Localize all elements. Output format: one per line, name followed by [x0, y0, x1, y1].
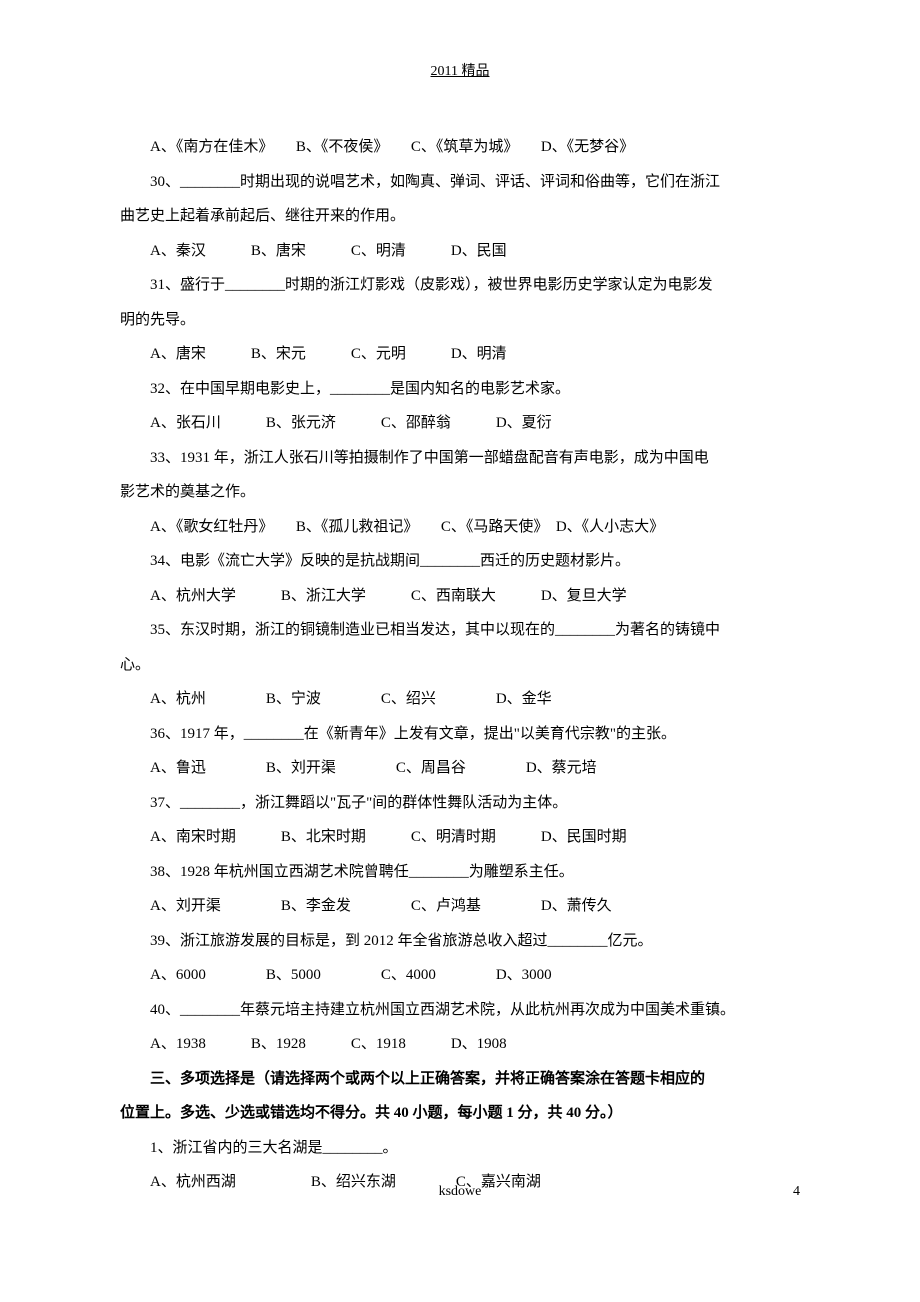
q35-options: A、杭州 B、宁波 C、绍兴 D、金华 — [120, 682, 800, 717]
q39-options: A、6000 B、5000 C、4000 D、3000 — [120, 958, 800, 993]
section3-title-line1: 三、多项选择是（请选择两个或两个以上正确答案，并将正确答案涂在答题卡相应的 — [120, 1062, 800, 1097]
q31-stem-cont: 明的先导。 — [120, 303, 800, 338]
q39-stem: 39、浙江旅游发展的目标是，到 2012 年全省旅游总收入超过________亿… — [120, 924, 800, 959]
q30-options: A、秦汉 B、唐宋 C、明清 D、民国 — [120, 234, 800, 269]
q40-stem: 40、________年蔡元培主持建立杭州国立西湖艺术院，从此杭州再次成为中国美… — [120, 993, 800, 1028]
footer-left-text: ksdowe — [120, 1184, 800, 1200]
q38-options: A、刘开渠 B、李金发 C、卢鸿基 D、萧传久 — [120, 889, 800, 924]
q30-stem: 30、________时期出现的说唱艺术，如陶真、弹词、评话、评词和俗曲等，它们… — [120, 165, 800, 200]
content-body: A、《南方在佳木》 B、《不夜侯》 C、《筑草为城》 D、《无梦谷》 30、__… — [120, 130, 800, 1200]
q29-options: A、《南方在佳木》 B、《不夜侯》 C、《筑草为城》 D、《无梦谷》 — [120, 130, 800, 165]
page: 2011 精品 A、《南方在佳木》 B、《不夜侯》 C、《筑草为城》 D、《无梦… — [0, 0, 920, 1240]
q37-options: A、南宋时期 B、北宋时期 C、明清时期 D、民国时期 — [120, 820, 800, 855]
header-text: 2011 精品 — [431, 64, 490, 79]
q32-stem: 32、在中国早期电影史上，________是国内知名的电影艺术家。 — [120, 372, 800, 407]
q33-stem: 33、1931 年，浙江人张石川等拍摄制作了中国第一部蜡盘配音有声电影，成为中国… — [120, 441, 800, 476]
q34-stem: 34、电影《流亡大学》反映的是抗战期间________西迁的历史题材影片。 — [120, 544, 800, 579]
page-header: 2011 精品 — [120, 60, 800, 80]
s3-q1-stem: 1、浙江省内的三大名湖是________。 — [120, 1131, 800, 1166]
q31-stem: 31、盛行于________时期的浙江灯影戏（皮影戏），被世界电影历史学家认定为… — [120, 268, 800, 303]
page-footer: ksdowe 4 — [0, 1184, 920, 1200]
q35-stem-cont: 心。 — [120, 648, 800, 683]
q40-options: A、1938 B、1928 C、1918 D、1908 — [120, 1027, 800, 1062]
q36-options: A、鲁迅 B、刘开渠 C、周昌谷 D、蔡元培 — [120, 751, 800, 786]
q35-stem: 35、东汉时期，浙江的铜镜制造业已相当发达，其中以现在的________为著名的… — [120, 613, 800, 648]
q37-stem: 37、________，浙江舞蹈以"瓦子"间的群体性舞队活动为主体。 — [120, 786, 800, 821]
q32-options: A、张石川 B、张元济 C、邵醉翁 D、夏衍 — [120, 406, 800, 441]
q34-options: A、杭州大学 B、浙江大学 C、西南联大 D、复旦大学 — [120, 579, 800, 614]
q30-stem-cont: 曲艺史上起着承前起后、继往开来的作用。 — [120, 199, 800, 234]
q33-stem-cont: 影艺术的奠基之作。 — [120, 475, 800, 510]
footer-page-number: 4 — [793, 1184, 800, 1200]
q38-stem: 38、1928 年杭州国立西湖艺术院曾聘任________为雕塑系主任。 — [120, 855, 800, 890]
q33-options: A、《歌女红牡丹》 B、《孤儿救祖记》 C、《马路天使》 D、《人小志大》 — [120, 510, 800, 545]
section3-title-line2: 位置上。多选、少选或错选均不得分。共 40 小题，每小题 1 分，共 40 分。… — [120, 1096, 800, 1131]
q36-stem: 36、1917 年，________在《新青年》上发有文章，提出"以美育代宗教"… — [120, 717, 800, 752]
q31-options: A、唐宋 B、宋元 C、元明 D、明清 — [120, 337, 800, 372]
